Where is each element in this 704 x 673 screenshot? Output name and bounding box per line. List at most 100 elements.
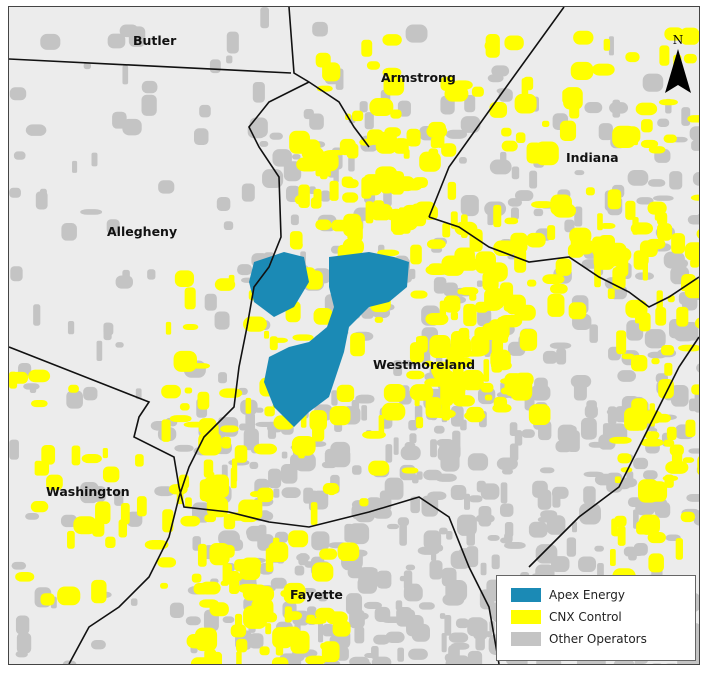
map-area (304, 270, 323, 290)
map-area (599, 223, 616, 229)
map-area (347, 566, 365, 579)
map-area (343, 141, 350, 152)
map-area (585, 187, 595, 196)
map-area (631, 355, 648, 372)
north-arrow: N (661, 33, 695, 97)
map-area (446, 355, 458, 367)
map-area (229, 570, 240, 594)
map-area (623, 546, 637, 557)
map-area (673, 327, 696, 342)
map-area (259, 646, 270, 656)
map-area (141, 94, 157, 116)
map-area (566, 537, 577, 557)
map-area (342, 192, 359, 203)
map-area (511, 166, 520, 180)
map-area (57, 586, 81, 606)
map-area (242, 585, 263, 601)
map-frame[interactable]: Butler Armstrong Indiana Allegheny Westm… (8, 6, 700, 665)
map-area (319, 548, 338, 560)
map-area (301, 147, 324, 160)
map-area (399, 524, 407, 546)
map-area (128, 26, 146, 47)
map-area (216, 196, 231, 211)
map-area (455, 618, 470, 629)
map-area (698, 464, 699, 472)
map-area (478, 506, 492, 527)
map-area (309, 410, 327, 431)
map-area (246, 526, 264, 539)
map-area (209, 542, 230, 566)
map-area (197, 391, 210, 410)
map-area (34, 460, 43, 476)
map-area (617, 453, 632, 464)
map-area (570, 61, 594, 80)
map-area (658, 99, 678, 106)
map-area (381, 616, 403, 623)
map-area (685, 419, 696, 437)
map-area (239, 561, 261, 580)
map-area (657, 212, 668, 226)
map-area (162, 509, 174, 533)
map-area (460, 194, 479, 217)
legend-swatch-apex (511, 588, 541, 602)
map-area (397, 647, 405, 662)
map-area (90, 640, 106, 650)
map-area (574, 246, 593, 255)
map-area (103, 322, 114, 336)
map-area (319, 162, 328, 180)
map-area (68, 384, 79, 393)
map-canvas[interactable] (9, 7, 699, 664)
map-area (443, 295, 461, 313)
legend-swatch-cnx (511, 610, 541, 624)
map-area (369, 98, 394, 117)
map-area (551, 486, 569, 499)
map-area (583, 486, 596, 505)
map-area (573, 30, 594, 45)
map-area (620, 467, 633, 473)
map-area (696, 638, 699, 659)
map-area (374, 316, 384, 323)
map-area (375, 131, 397, 154)
map-area (81, 453, 102, 464)
map-area (174, 270, 194, 288)
map-area (458, 548, 474, 557)
map-area (611, 518, 618, 536)
map-area (642, 73, 664, 92)
map-area (646, 238, 666, 250)
map-area (185, 497, 192, 508)
map-area (690, 258, 699, 268)
map-area (404, 442, 416, 460)
map-area (578, 556, 597, 572)
map-area (498, 314, 523, 328)
map-area (41, 445, 56, 465)
map-area (440, 450, 460, 472)
map-area (283, 582, 306, 604)
map-area (352, 465, 362, 475)
map-area (526, 142, 543, 164)
map-area (444, 614, 452, 636)
map-area (510, 207, 519, 220)
map-area (387, 209, 399, 221)
map-area (359, 101, 368, 113)
map-area (603, 38, 611, 51)
legend: Apex Energy CNX Control Other Operators (496, 575, 696, 661)
map-area (303, 487, 314, 504)
map-area (67, 530, 75, 549)
map-area (91, 486, 106, 502)
map-area (350, 332, 365, 357)
map-area (255, 421, 277, 427)
map-area (260, 7, 270, 29)
apex-area-main (264, 252, 409, 427)
map-area (83, 62, 91, 70)
map-area (441, 255, 465, 276)
map-area (234, 445, 248, 463)
map-area (691, 140, 699, 151)
map-area (584, 404, 598, 418)
map-area (509, 443, 519, 462)
map-area (542, 274, 565, 285)
map-area (115, 275, 133, 289)
map-area (426, 239, 446, 249)
map-area (656, 223, 673, 241)
map-area (135, 454, 144, 467)
map-area (579, 503, 601, 525)
